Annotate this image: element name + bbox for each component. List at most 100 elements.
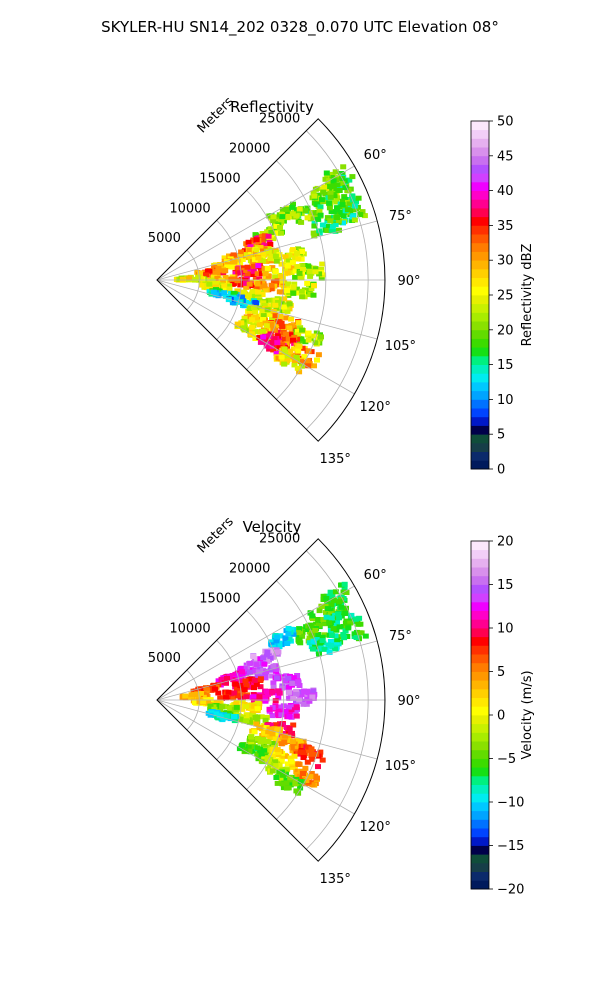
echo-pixel xyxy=(260,737,267,743)
echo-pixel xyxy=(238,294,245,300)
grid-spoke xyxy=(156,165,355,281)
echo-pixel xyxy=(269,731,276,737)
echo-pixel xyxy=(269,689,275,695)
echo-pixel xyxy=(252,336,259,341)
echo-pixel xyxy=(328,633,335,638)
echo-pixel xyxy=(247,254,254,260)
echo-pixel xyxy=(272,759,278,765)
echo-pixel xyxy=(277,721,283,727)
colorbar-swatch xyxy=(471,845,489,855)
echo-pixel xyxy=(294,250,301,256)
colorbar-label: Velocity (m/s) xyxy=(520,670,535,759)
colorbar-tick-label: 35 xyxy=(497,219,514,234)
echo-pixel xyxy=(230,695,237,701)
echo-pixel xyxy=(308,286,315,291)
echo-pixel xyxy=(277,633,284,639)
echo-pixel xyxy=(316,608,323,614)
echo-pixel xyxy=(331,193,338,199)
echo-pixel xyxy=(283,753,290,759)
echo-pixel xyxy=(273,666,280,672)
echo-pixel xyxy=(295,320,302,326)
echo-pixel xyxy=(255,735,261,741)
echo-pixel xyxy=(305,744,312,750)
colorbar-swatch xyxy=(471,628,489,638)
echo-pixel xyxy=(304,205,311,211)
echo-pixel xyxy=(253,247,260,253)
echo-pixel xyxy=(293,213,300,219)
echo-pixel xyxy=(266,312,273,317)
echo-pixel xyxy=(286,684,292,690)
echo-pixel xyxy=(276,762,283,768)
colorbar-swatch xyxy=(471,662,489,672)
colorbar-swatch xyxy=(471,251,489,261)
echo-pixel xyxy=(336,615,343,621)
colorbar-swatch xyxy=(471,216,489,226)
echo-pixel xyxy=(340,164,347,170)
colorbar-swatch xyxy=(471,749,489,759)
echo-cell xyxy=(266,201,301,228)
echo-pixel xyxy=(332,589,339,595)
echo-pixel xyxy=(277,225,283,230)
echo-pixel xyxy=(272,722,279,728)
echo-pixel xyxy=(290,201,296,207)
echo-pixel xyxy=(286,325,293,331)
echo-cell xyxy=(215,687,251,701)
echo-pixel xyxy=(327,589,334,595)
echo-pixel xyxy=(272,274,279,280)
echo-pixel xyxy=(300,701,307,707)
colorbar-swatch xyxy=(471,355,489,365)
echo-pixel xyxy=(256,276,263,282)
echo-pixel xyxy=(293,705,300,711)
echo-pixel xyxy=(231,714,237,719)
echo-pixel xyxy=(221,255,228,261)
echo-pixel xyxy=(257,678,264,683)
echo-pixel xyxy=(213,703,220,709)
echo-pixel xyxy=(356,630,363,636)
echo-pixel xyxy=(275,300,282,305)
echo-pixel xyxy=(262,320,269,326)
echo-pixel xyxy=(230,252,237,258)
radial-tick-label: 10000 xyxy=(169,621,210,636)
echo-pixel xyxy=(209,281,216,287)
echo-pixel xyxy=(349,193,356,199)
colorbar-swatch xyxy=(471,382,489,392)
echo-pixel xyxy=(309,756,316,762)
colorbar-swatch xyxy=(471,321,489,331)
echo-pixel xyxy=(287,755,294,761)
echo-pixel xyxy=(251,257,258,263)
echo-pixel xyxy=(255,284,261,290)
echo-pixel xyxy=(270,663,277,669)
colorbar-swatch xyxy=(471,277,489,287)
echo-pixel xyxy=(267,256,274,262)
echo-pixel xyxy=(349,174,356,180)
echo-pixel xyxy=(243,284,250,290)
echo-pixel xyxy=(292,255,299,261)
echo-pixel xyxy=(276,690,283,696)
echo-pixel xyxy=(232,681,239,687)
echo-pixel xyxy=(312,186,319,192)
angle-tick-label: 75° xyxy=(389,209,412,224)
echo-pixel xyxy=(262,287,269,293)
echo-pixel xyxy=(235,672,242,678)
echo-pixel xyxy=(252,309,259,315)
echo-pixel xyxy=(257,672,264,678)
colorbar-swatch xyxy=(471,199,489,209)
echo-pixel xyxy=(238,249,245,255)
echo-pixel xyxy=(288,707,295,713)
colorbar-swatch xyxy=(471,129,489,139)
echo-pixel xyxy=(265,249,272,255)
grid-lines xyxy=(156,550,385,850)
echo-pixel xyxy=(306,698,313,704)
echo-pixel xyxy=(307,273,314,279)
echo-pixel xyxy=(239,742,246,748)
echo-pixel xyxy=(245,239,252,245)
echo-pixel xyxy=(290,745,297,751)
echo-pixel xyxy=(283,780,290,786)
echo-pixel xyxy=(290,675,297,681)
radial-tick-label: 15000 xyxy=(199,171,240,186)
echo-pixel xyxy=(295,634,302,640)
echo-pixel xyxy=(230,290,237,296)
echo-pixel xyxy=(296,343,303,349)
echo-pixel xyxy=(243,704,250,710)
echo-pixel xyxy=(323,614,330,620)
